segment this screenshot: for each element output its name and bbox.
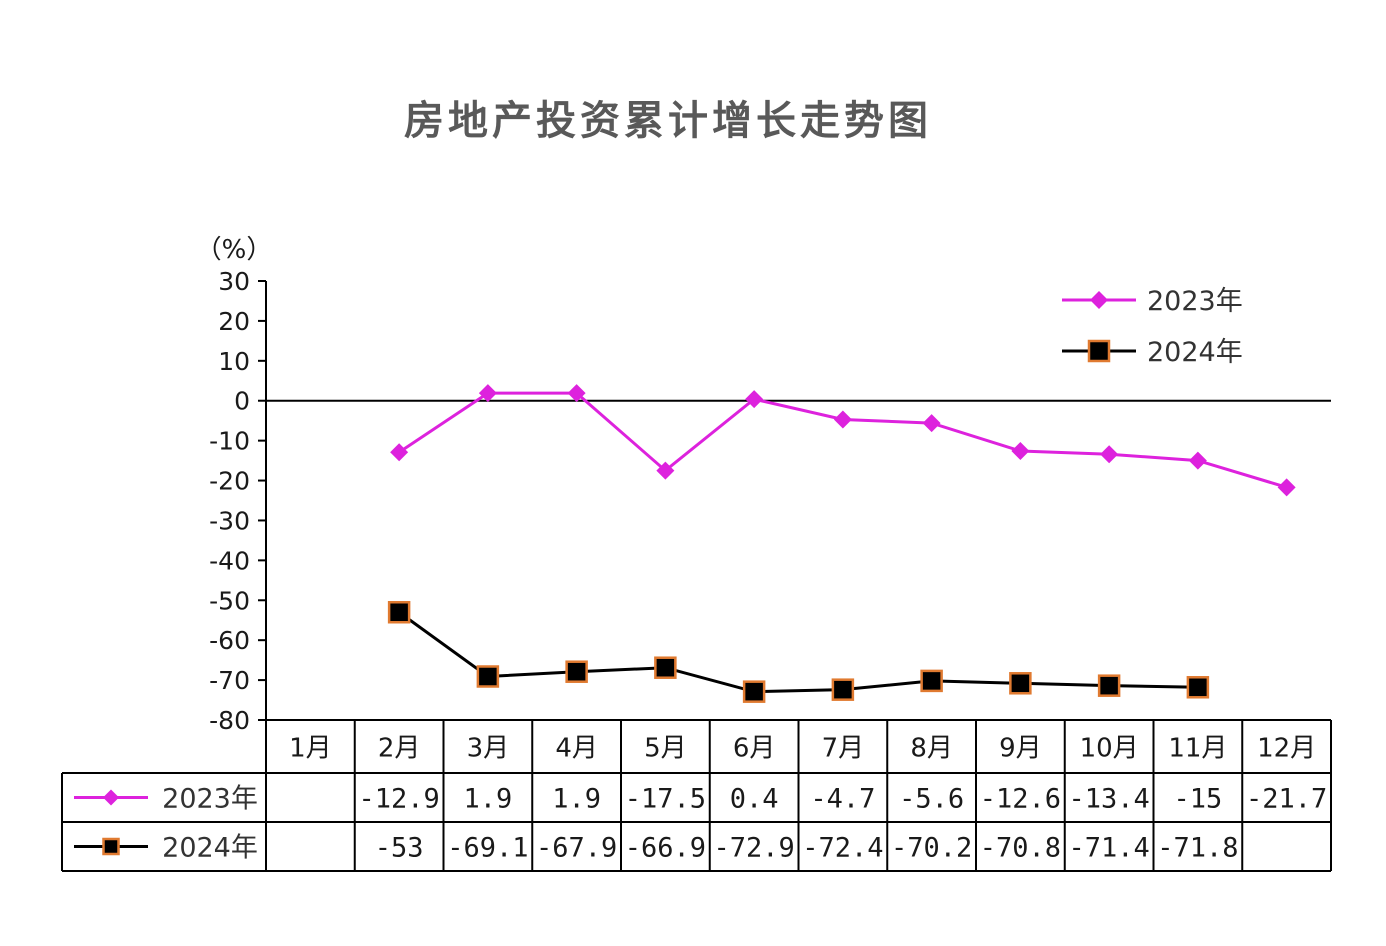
category-label: 3月 — [467, 734, 510, 764]
y-tick-label: -70 — [209, 666, 250, 695]
y-axis-unit-label: （%） — [196, 235, 273, 265]
table-legend-marker — [102, 837, 120, 856]
y-tick-label: -80 — [209, 706, 250, 735]
category-label: 10月 — [1080, 734, 1139, 764]
category-label: 7月 — [822, 734, 865, 764]
y-tick-label: 20 — [218, 307, 250, 336]
category-label: 8月 — [910, 734, 953, 764]
y-tick-label: -10 — [209, 427, 250, 456]
table-series-name: 2024年 — [162, 833, 258, 864]
legend-item-2023: 2023年 — [1062, 286, 1243, 317]
data-table: 1月 2月 3月 4月 5月 6月 7月 8月 9月 10月 11月 12月 2023年 -12.9 1.9… — [61, 719, 1332, 872]
legend-marker — [1090, 291, 1108, 309]
chart-title: 房地产投资累计增长走势图 — [404, 98, 932, 144]
data-point-marker — [745, 390, 764, 409]
series-line — [398, 611, 1198, 694]
table-cell-value: -69.1 — [447, 833, 528, 864]
series-2024 — [387, 600, 1210, 703]
legend-marker — [1087, 339, 1111, 363]
y-tick-label: -40 — [209, 546, 250, 575]
table-cell-value: -21.7 — [1246, 784, 1327, 815]
data-point-marker — [478, 384, 497, 403]
data-point-marker — [656, 461, 675, 480]
y-tick-label: 10 — [218, 347, 250, 376]
table-cell-value: 0.4 — [730, 784, 779, 815]
y-tick-label: 30 — [218, 267, 250, 296]
table-cell-value: -70.2 — [891, 833, 972, 864]
y-tick-label: -30 — [209, 506, 250, 535]
table-legend-marker — [103, 789, 119, 806]
table-cell-value: -12.9 — [358, 784, 439, 815]
table-cell-value: -17.5 — [625, 784, 706, 815]
y-tick-label: -50 — [209, 586, 250, 615]
series-2023 — [390, 384, 1296, 497]
table-cell-value: -71.8 — [1157, 833, 1238, 864]
y-tick-label: 0 — [234, 387, 250, 416]
data-point-marker — [1100, 445, 1119, 464]
table-cell-value: -66.9 — [625, 833, 706, 864]
table-series-name: 2023年 — [162, 784, 258, 815]
data-point-marker — [922, 414, 941, 433]
table-cell-value: 1.9 — [552, 784, 601, 815]
table-cell-value: -15 — [1173, 784, 1222, 815]
data-point-marker — [654, 656, 677, 679]
data-point-marker — [742, 680, 766, 703]
table-cell-value: -67.9 — [536, 833, 617, 864]
data-point-marker — [920, 669, 943, 693]
data-point-marker — [390, 443, 409, 462]
table-row-2024年: 2024年 -53 -69.1 -67.9 -66.9 -72.9 -72.4 -70.2 -7… — [74, 833, 1239, 864]
axes — [265, 281, 1331, 720]
legend-label: 2023年 — [1147, 286, 1243, 317]
legend-item-2024: 2024年 — [1062, 337, 1243, 368]
category-label: 4月 — [555, 734, 598, 764]
table-cell-value: -71.4 — [1068, 833, 1149, 864]
data-point-marker — [567, 384, 586, 403]
data-point-marker — [1186, 676, 1210, 699]
table-cell-value: 1.9 — [463, 784, 512, 815]
table-cell-value: -70.8 — [980, 833, 1061, 864]
category-label: 11月 — [1168, 734, 1227, 764]
data-point-marker — [1009, 672, 1032, 695]
table-cell-value: -5.6 — [899, 784, 964, 815]
category-label: 6月 — [733, 734, 776, 764]
category-label: 5月 — [644, 734, 687, 764]
table-cell-value: -12.6 — [980, 784, 1061, 815]
data-point-marker — [831, 678, 855, 701]
table-cell-value: -72.4 — [802, 833, 883, 864]
table-cell-value: -53 — [375, 833, 424, 864]
data-point-marker — [833, 410, 852, 429]
table-cell-value: -13.4 — [1068, 784, 1149, 815]
data-point-marker — [1097, 674, 1121, 697]
series-line — [398, 391, 1288, 489]
plot-series — [387, 384, 1296, 703]
table-cell-value: -4.7 — [810, 784, 875, 815]
data-point-marker — [565, 660, 588, 683]
data-point-marker — [387, 600, 411, 624]
y-tick-label: -60 — [209, 626, 250, 655]
data-point-marker — [1188, 451, 1207, 470]
table-cell-value: -72.9 — [713, 833, 794, 864]
data-point-marker — [1277, 478, 1296, 497]
table-row-2023年: 2023年 -12.9 1.9 1.9 -17.5 0.4 -4.7 -5.6 -12.6 -13… — [74, 784, 1327, 815]
category-label: 9月 — [999, 734, 1042, 764]
category-label: 12月 — [1257, 734, 1316, 764]
legend: 2023年 2024年 — [1062, 286, 1243, 368]
data-point-marker — [476, 665, 500, 688]
category-label: 1月 — [289, 734, 332, 764]
data-point-marker — [1011, 442, 1030, 461]
category-label: 2月 — [378, 734, 421, 764]
y-tick-label: -20 — [209, 467, 250, 496]
legend-label: 2024年 — [1147, 337, 1243, 368]
y-axis-ticks: 30 20 10 0 -10 -20 -30 -40 -50 -60 -70 -80 — [209, 267, 266, 735]
